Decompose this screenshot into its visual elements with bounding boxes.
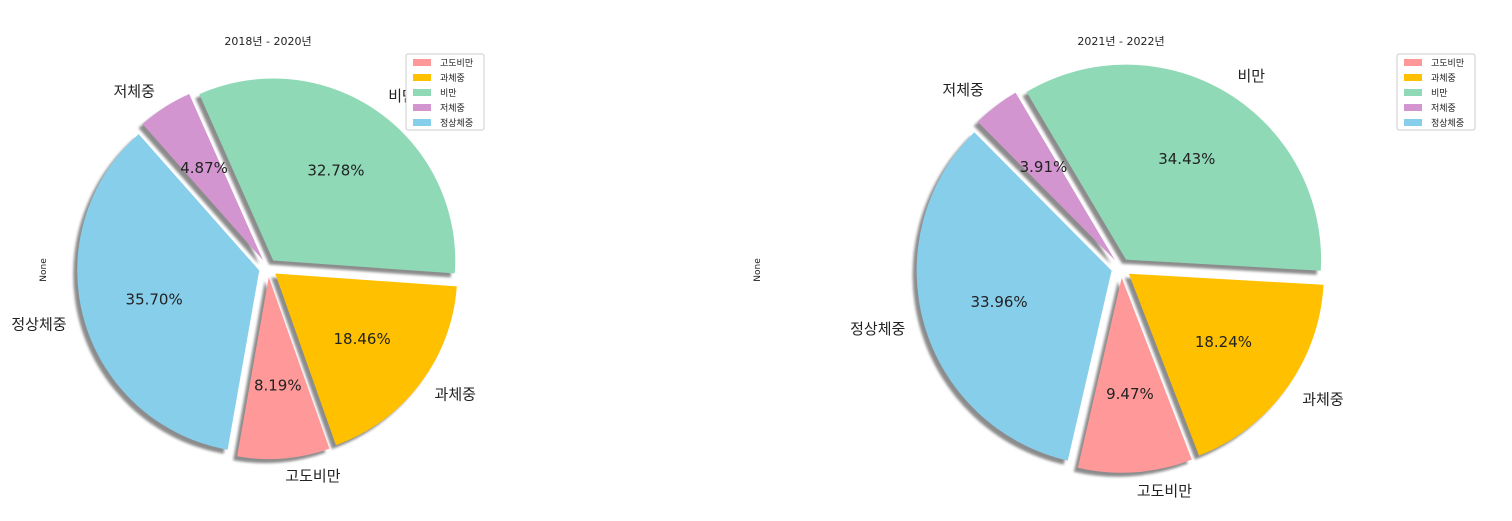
slice-percent-저체중: 3.91% xyxy=(1020,158,1068,176)
legend-label-정상체중: 정상체중 xyxy=(1431,118,1464,129)
legend-label-저체중: 저체중 xyxy=(440,103,465,114)
pie-chart-2: 2021년 - 2022년 None 9.47% 고도비만 18.24% 과체중 34.… xyxy=(753,35,1475,500)
slice-percent-고도비만: 8.19% xyxy=(254,376,302,394)
legend-label-과체중: 과체중 xyxy=(1431,73,1456,84)
slice-label-고도비만: 고도비만 xyxy=(285,467,340,485)
legend-swatch-과체중 xyxy=(1404,74,1422,81)
slice-percent-비만: 32.78% xyxy=(307,162,364,180)
legend-label-고도비만: 고도비만 xyxy=(1431,58,1464,69)
legend-label-정상체중: 정상체중 xyxy=(440,118,473,129)
slice-label-저체중: 저체중 xyxy=(942,81,983,99)
chart-1-plot: 8.19% 고도비만 18.46% 과체중 32.78% 비만 4.87% 저체중 35.70%… xyxy=(11,79,476,486)
legend-swatch-비만 xyxy=(413,89,431,96)
legend-swatch-정상체중 xyxy=(413,119,431,126)
chart-1-title: 2018년 - 2020년 xyxy=(224,35,311,48)
chart-1-ylabel: None xyxy=(39,258,49,282)
pie-chart-1: 2018년 - 2020년 None 8.19% 고도비만 18.46% 과체중 32.… xyxy=(11,35,484,485)
chart-2-plot: 9.47% 고도비만 18.24% 과체중 34.43% 비만 3.91% 저체중 33.96%… xyxy=(850,65,1344,501)
chart-1-legend: 고도비만 과체중 비만 저체중 정상체중 xyxy=(406,54,484,130)
legend-label-과체중: 과체중 xyxy=(440,73,465,84)
chart-2-ylabel: None xyxy=(753,258,763,282)
legend-swatch-고도비만 xyxy=(1404,59,1422,66)
legend-label-저체중: 저체중 xyxy=(1431,103,1456,114)
legend-swatch-저체중 xyxy=(413,104,431,111)
chart-2-title: 2021년 - 2022년 xyxy=(1077,35,1164,48)
legend-swatch-비만 xyxy=(1404,89,1422,96)
slice-percent-정상체중: 33.96% xyxy=(970,293,1027,311)
slice-label-고도비만: 고도비만 xyxy=(1137,482,1192,500)
slice-label-정상체중: 정상체중 xyxy=(11,315,66,333)
slice-label-저체중: 저체중 xyxy=(113,82,154,100)
legend-swatch-저체중 xyxy=(1404,104,1422,111)
legend-label-고도비만: 고도비만 xyxy=(440,58,473,69)
slice-label-과체중: 과체중 xyxy=(1302,391,1343,409)
slice-percent-과체중: 18.24% xyxy=(1195,333,1252,351)
slice-percent-비만: 34.43% xyxy=(1158,150,1215,168)
slice-percent-과체중: 18.46% xyxy=(334,330,391,348)
chart-2-legend: 고도비만 과체중 비만 저체중 정상체중 xyxy=(1397,54,1475,130)
legend-swatch-고도비만 xyxy=(413,59,431,66)
slice-percent-저체중: 4.87% xyxy=(180,159,228,177)
legend-label-비만: 비만 xyxy=(440,88,457,99)
legend-label-비만: 비만 xyxy=(1431,88,1448,99)
slice-percent-정상체중: 35.70% xyxy=(126,291,183,309)
slice-percent-고도비만: 9.47% xyxy=(1106,385,1154,403)
slice-label-비만: 비만 xyxy=(1237,67,1265,85)
legend-swatch-과체중 xyxy=(413,74,431,81)
slice-label-정상체중: 정상체중 xyxy=(850,320,905,338)
legend-swatch-정상체중 xyxy=(1404,119,1422,126)
slice-label-과체중: 과체중 xyxy=(435,385,476,403)
